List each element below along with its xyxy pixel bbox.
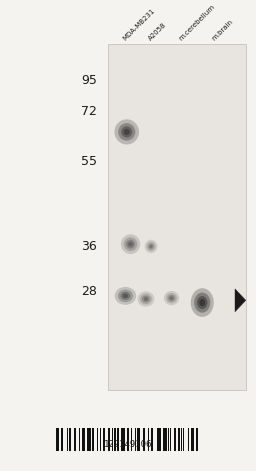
Bar bbox=[97, 428, 98, 451]
Bar bbox=[196, 428, 198, 451]
Text: m.cerebellum: m.cerebellum bbox=[178, 4, 216, 42]
Bar bbox=[102, 428, 105, 451]
Ellipse shape bbox=[145, 240, 157, 253]
Bar bbox=[168, 428, 169, 451]
Bar bbox=[100, 428, 101, 451]
Text: 72: 72 bbox=[81, 105, 97, 118]
Bar bbox=[188, 428, 189, 451]
Bar bbox=[82, 428, 85, 451]
Bar bbox=[174, 428, 176, 451]
Bar bbox=[67, 428, 68, 451]
Bar bbox=[61, 428, 63, 451]
Bar bbox=[127, 428, 129, 451]
Ellipse shape bbox=[144, 297, 148, 301]
Bar bbox=[56, 428, 59, 451]
Bar bbox=[183, 428, 184, 451]
Bar bbox=[131, 428, 132, 451]
Ellipse shape bbox=[123, 293, 128, 298]
Bar bbox=[108, 44, 246, 390]
Bar bbox=[143, 428, 145, 451]
Ellipse shape bbox=[150, 245, 153, 248]
Ellipse shape bbox=[140, 293, 152, 304]
Bar bbox=[92, 428, 94, 451]
Ellipse shape bbox=[142, 295, 150, 302]
Ellipse shape bbox=[199, 299, 205, 306]
Bar bbox=[87, 428, 91, 451]
Bar bbox=[157, 428, 161, 451]
Bar bbox=[74, 428, 77, 451]
Bar bbox=[69, 428, 71, 451]
Ellipse shape bbox=[197, 296, 207, 309]
Ellipse shape bbox=[164, 291, 179, 305]
Bar bbox=[79, 428, 80, 451]
Ellipse shape bbox=[115, 287, 136, 305]
Bar bbox=[170, 428, 171, 451]
Ellipse shape bbox=[146, 242, 155, 251]
Text: m.brain: m.brain bbox=[211, 19, 234, 42]
Polygon shape bbox=[235, 289, 246, 312]
Bar bbox=[181, 428, 182, 451]
Bar bbox=[163, 428, 166, 451]
Bar bbox=[117, 428, 119, 451]
Ellipse shape bbox=[124, 237, 137, 251]
Ellipse shape bbox=[194, 292, 210, 313]
Ellipse shape bbox=[118, 123, 135, 141]
Bar bbox=[122, 428, 125, 451]
Ellipse shape bbox=[137, 292, 154, 307]
Ellipse shape bbox=[170, 296, 174, 300]
Ellipse shape bbox=[121, 126, 132, 138]
Ellipse shape bbox=[124, 129, 130, 135]
Text: 36: 36 bbox=[81, 240, 97, 253]
Bar bbox=[178, 428, 179, 451]
Bar bbox=[114, 428, 115, 451]
Text: 95: 95 bbox=[81, 74, 97, 87]
Text: MDA-MB231: MDA-MB231 bbox=[122, 8, 156, 42]
Text: 122149106: 122149106 bbox=[104, 439, 152, 448]
Ellipse shape bbox=[121, 292, 130, 300]
Text: 55: 55 bbox=[81, 154, 97, 168]
Ellipse shape bbox=[191, 288, 214, 317]
Bar bbox=[191, 428, 194, 451]
Ellipse shape bbox=[166, 293, 177, 303]
Bar bbox=[147, 428, 149, 451]
Bar bbox=[109, 428, 110, 451]
Ellipse shape bbox=[168, 295, 175, 301]
Bar bbox=[151, 428, 154, 451]
Ellipse shape bbox=[126, 240, 135, 249]
Bar bbox=[137, 428, 141, 451]
Ellipse shape bbox=[128, 242, 133, 247]
Ellipse shape bbox=[148, 244, 154, 250]
Text: A2058: A2058 bbox=[147, 22, 167, 42]
Ellipse shape bbox=[121, 234, 140, 254]
Ellipse shape bbox=[118, 290, 133, 302]
Bar bbox=[112, 428, 113, 451]
Text: 28: 28 bbox=[81, 285, 97, 298]
Bar bbox=[134, 428, 136, 451]
Ellipse shape bbox=[114, 119, 139, 145]
